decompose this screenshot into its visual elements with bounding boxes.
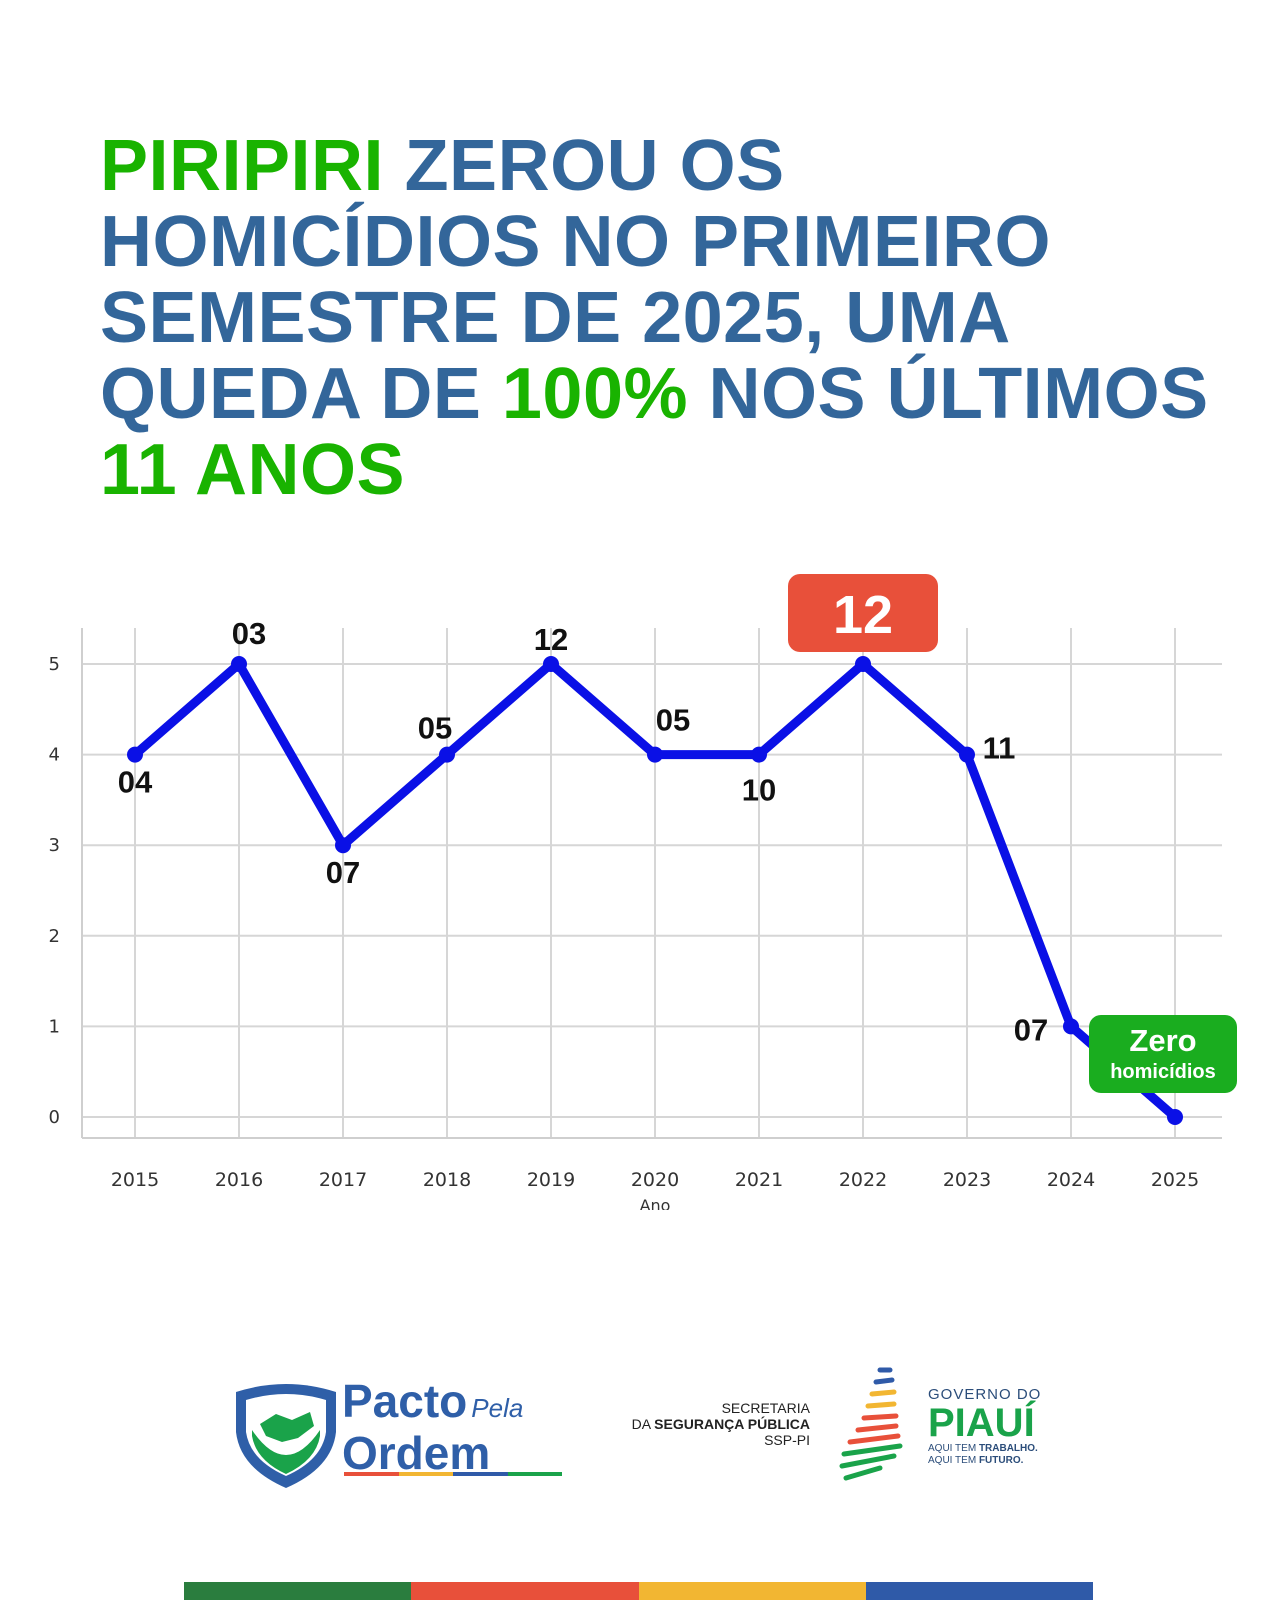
zero-badge-line-1: Zero <box>1129 1023 1196 1058</box>
x-tick-label: 2019 <box>527 1169 575 1191</box>
headline-text-1: ZEROU OS HOMICÍDIOS NO PRIMEIRO SEMESTRE… <box>100 126 1052 434</box>
gov-line-4b: FUTURO. <box>978 1455 1024 1466</box>
x-tick-label: 2018 <box>423 1169 471 1191</box>
ssp-line-3: SSP-PI <box>764 1432 810 1448</box>
governo-piaui-logo: GOVERNO DO PIAUÍ AQUI TEM TRABALHO. AQUI… <box>928 1386 1041 1467</box>
point-label: 05 <box>656 703 690 738</box>
data-point <box>335 837 351 854</box>
data-point <box>439 746 455 763</box>
point-label: 03 <box>232 616 266 651</box>
ssp-logo: SECRETARIA DA SEGURANÇA PÚBLICA SSP-PI <box>590 1400 810 1448</box>
pacto-label: Pacto <box>342 1375 468 1427</box>
headline-percent: 100% <box>501 354 689 434</box>
data-point <box>1063 1018 1079 1035</box>
point-label: 07 <box>1014 1012 1048 1047</box>
y-tick-label: 3 <box>49 835 60 856</box>
pacto-pela-label: Pela <box>471 1393 524 1423</box>
point-label: 12 <box>534 622 568 657</box>
data-point <box>127 746 143 763</box>
gov-line-4a: AQUI TEM <box>928 1455 979 1466</box>
ssp-line-2b: SEGURANÇA PÚBLICA <box>654 1416 810 1432</box>
stripe-green <box>184 1582 412 1600</box>
headline-city: PIRIPIRI <box>100 126 385 206</box>
data-point <box>231 656 247 672</box>
point-label: 07 <box>326 855 360 890</box>
headline-text-2: NOS ÚLTIMOS <box>688 354 1209 434</box>
piaui-map-icon <box>839 1367 903 1481</box>
color-stripe <box>184 1582 1093 1600</box>
peak-badge <box>788 574 938 652</box>
x-axis-title: Ano <box>640 1196 671 1210</box>
gov-line-3a: AQUI TEM <box>928 1443 979 1454</box>
ssp-line-2a: DA <box>631 1416 655 1432</box>
x-tick-label: 2025 <box>1151 1169 1199 1191</box>
data-point <box>959 746 975 763</box>
pacto-wordmark: Pacto Pela Ordem <box>342 1375 524 1479</box>
data-point <box>751 746 767 763</box>
pacto-ordem-label: Ordem <box>342 1427 491 1479</box>
zero-badge-line-2: homicídios <box>1110 1061 1216 1083</box>
x-tick-label: 2016 <box>215 1169 263 1191</box>
x-tick-label: 2015 <box>111 1169 159 1191</box>
x-tick-label: 2023 <box>943 1169 991 1191</box>
point-label: 05 <box>418 711 452 746</box>
pacto-shield-icon <box>236 1384 336 1488</box>
data-point <box>543 656 559 672</box>
y-tick-label: 0 <box>49 1107 60 1128</box>
x-tick-label: 2021 <box>735 1169 783 1191</box>
x-tick-label: 2022 <box>839 1169 887 1191</box>
gov-line-2: PIAUÍ <box>928 1401 1035 1445</box>
data-point <box>1167 1109 1183 1125</box>
ssp-line-1: SECRETARIA <box>721 1400 810 1416</box>
x-tick-label: 2024 <box>1047 1169 1095 1191</box>
data-point <box>855 656 871 672</box>
stripe-yellow <box>638 1582 866 1600</box>
point-label: 10 <box>742 773 776 808</box>
pacto-underline <box>344 1472 562 1476</box>
y-tick-label: 4 <box>49 745 60 766</box>
headline-years: 11 ANOS <box>100 430 405 510</box>
gov-line-3b: TRABALHO. <box>978 1443 1038 1454</box>
x-tick-label: 2017 <box>319 1169 367 1191</box>
stripe-red <box>411 1582 639 1600</box>
y-tick-label: 2 <box>49 926 60 947</box>
y-tick-label: 5 <box>49 654 60 675</box>
x-tick-label: 2020 <box>631 1169 679 1191</box>
gov-line-1: GOVERNO DO <box>928 1386 1042 1403</box>
peak-badge-label: 12 <box>833 585 893 645</box>
stripe-blue <box>865 1582 1093 1600</box>
zero-badge <box>1089 1015 1237 1093</box>
y-tick-label: 1 <box>49 1016 60 1037</box>
headline: PIRIPIRI ZEROU OS HOMICÍDIOS NO PRIMEIRO… <box>100 128 1220 508</box>
point-label: 11 <box>983 731 1016 766</box>
point-label: 04 <box>118 765 153 800</box>
footer-logos: Pacto Pela Ordem SECRETARIA DA SEGURANÇA … <box>0 1360 1280 1520</box>
data-point <box>647 746 663 763</box>
